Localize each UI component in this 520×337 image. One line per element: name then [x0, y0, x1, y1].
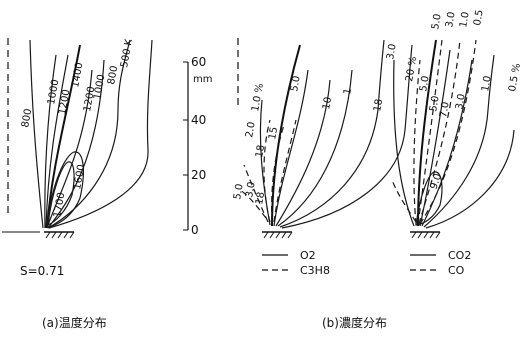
axis-tick-label: 60 [191, 55, 206, 69]
legend-o2-c3h8: O2 C3H8 [262, 249, 330, 277]
height-axis: 60 mm 40 20 0 [183, 55, 212, 237]
o2-label: 18 [372, 98, 385, 112]
co-label: 1.0 [458, 11, 472, 29]
swirl-number: S=0.71 [20, 264, 64, 278]
o2-label: 10 [321, 96, 334, 110]
burner-hatch-a [44, 231, 75, 239]
temp-label: 800 [106, 65, 120, 86]
co2-label: 1.0 [480, 75, 494, 93]
legend-label-co2: CO2 [448, 249, 471, 262]
temp-label: 1200 [57, 89, 72, 116]
axis-unit: mm [193, 74, 212, 85]
co2-label: 5.0 [428, 95, 442, 113]
o2-label: 5.0 [289, 75, 303, 93]
co-label: 0.5 [472, 9, 486, 27]
burner-hatch-b2 [410, 231, 441, 239]
o2-label: 20 % [404, 56, 419, 83]
o2-label: 2.0 [244, 121, 258, 139]
temp-label: 800 [20, 108, 34, 129]
legend-label-co: CO [448, 264, 465, 277]
o2-label: 5.0 [232, 183, 246, 201]
co2-label: 0.5 % [507, 62, 520, 92]
panel-o2-c3h8: 1.0 % 15 2.0 18 5.0 3.0 18 5.0 10 1 18 2… [232, 38, 419, 277]
panel-temperature: 800 1000 1200 1400 1200 1000 800 500 K 1… [2, 38, 153, 278]
c3h8-label: 18 [254, 191, 267, 205]
axis-tick-label: 40 [191, 113, 206, 127]
co2-label: 9.0 [428, 172, 444, 191]
axis-tick-label: 0 [191, 223, 199, 237]
axis-tick-label: 20 [191, 168, 206, 182]
temp-label: 1000 [46, 79, 61, 106]
legend-label-c3h8: C3H8 [300, 264, 330, 277]
caption-b: (b)濃度分布 [322, 315, 387, 330]
co2-label: 3.0 [454, 93, 468, 111]
temp-label: 1700 [52, 192, 67, 219]
burner-hatch-b1 [262, 231, 293, 239]
temp-label: 1000 [92, 74, 107, 101]
c3h8-label: 18 [254, 144, 267, 158]
temp-label: 1400 [70, 62, 85, 89]
co2-label: 7.0 [438, 101, 452, 119]
caption-a: (a)温度分布 [42, 315, 107, 330]
co-label: 5.0 [430, 13, 444, 31]
o2-label: 1.0 % [250, 82, 266, 112]
c3h8-label: 3.0 [244, 181, 258, 199]
legend-co2-co: CO2 CO [410, 249, 471, 277]
co2-label: 3.0 [385, 43, 399, 61]
o2-label: 1 [342, 87, 354, 95]
temp-label: 1200 [82, 86, 97, 113]
temp-label: 500 K [119, 38, 135, 69]
legend-label-o2: O2 [300, 249, 316, 262]
temp-label: 1600 [72, 164, 87, 191]
c3h8-label: 15 [267, 126, 280, 140]
co-label: 3.0 [444, 11, 458, 29]
co2-label: 5.0 [418, 75, 432, 93]
panel-co2-co: 3.0 5.0 3.0 1.0 0.5 5.0 7.0 5.0 3.0 9.0 … [385, 9, 520, 277]
